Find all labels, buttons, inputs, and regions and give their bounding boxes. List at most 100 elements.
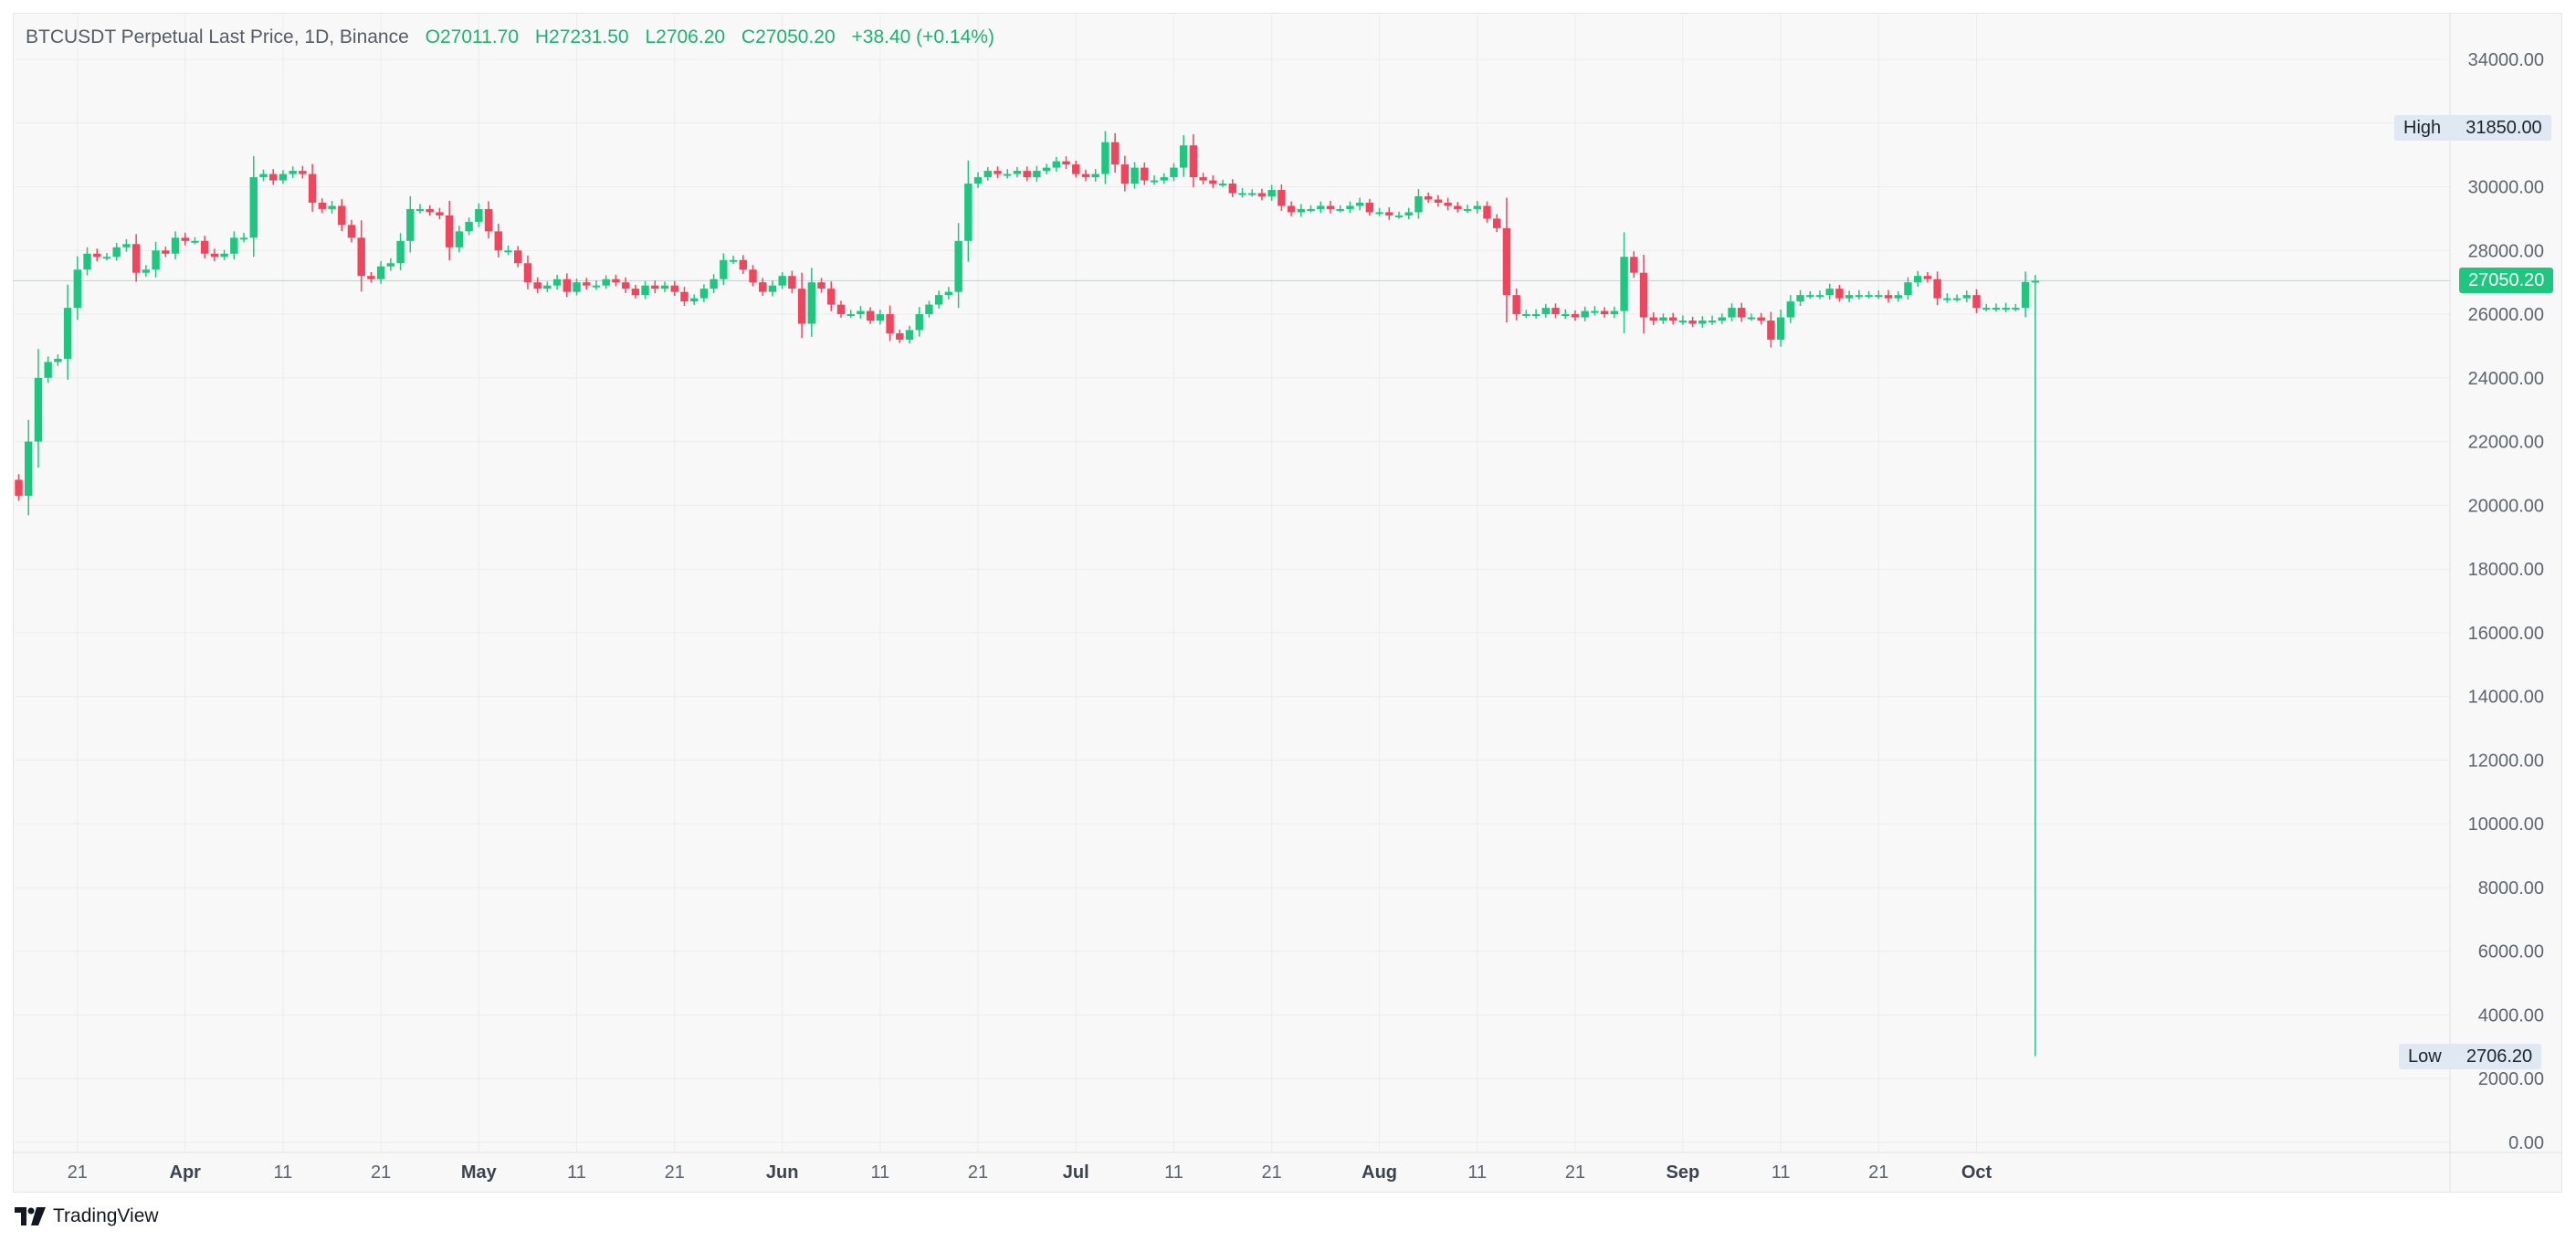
candle-up[interactable] [1943, 293, 1951, 303]
candle-up[interactable] [1855, 289, 1864, 300]
candle-down[interactable] [131, 234, 141, 282]
candle-up[interactable] [1541, 303, 1551, 318]
candle-down[interactable] [426, 205, 434, 216]
candle-up[interactable] [660, 281, 669, 292]
candle-up[interactable] [34, 349, 43, 468]
candle-down[interactable] [1277, 184, 1286, 211]
candle-up[interactable] [1728, 303, 1736, 321]
candle-down[interactable] [583, 278, 591, 289]
candle-up[interactable] [720, 253, 728, 286]
candle-up[interactable] [964, 160, 973, 262]
candle-down[interactable] [299, 165, 307, 179]
candle-down[interactable] [347, 219, 356, 243]
candle-down[interactable] [1228, 179, 1236, 197]
candle-up[interactable] [983, 166, 992, 181]
candle-up[interactable] [1130, 162, 1139, 189]
candle-down[interactable] [1120, 155, 1130, 192]
candle-down[interactable] [15, 474, 23, 501]
candle-down[interactable] [1668, 312, 1677, 325]
candle-down[interactable] [739, 255, 747, 275]
candle-down[interactable] [1209, 175, 1217, 188]
candle-down[interactable] [994, 166, 1002, 178]
candle-up[interactable] [2002, 302, 2010, 312]
candle-down[interactable] [269, 169, 278, 185]
candle-down[interactable] [357, 220, 365, 292]
candle-up[interactable] [386, 258, 395, 271]
candle-up[interactable] [259, 169, 268, 182]
candle-up[interactable] [1033, 165, 1041, 182]
candle-down[interactable] [680, 287, 689, 307]
candle-up[interactable] [249, 155, 258, 258]
candle-up[interactable] [543, 281, 552, 292]
candle-down[interactable] [1688, 316, 1697, 328]
candle-up[interactable] [1463, 205, 1472, 214]
candle-down[interactable] [484, 201, 493, 239]
candle-up[interactable] [1473, 201, 1481, 214]
candle-down[interactable] [1738, 302, 1746, 322]
candle-up[interactable] [846, 310, 855, 319]
candle-down[interactable] [1835, 284, 1844, 302]
candle-up[interactable] [376, 261, 385, 284]
candle-up[interactable] [592, 280, 601, 290]
candle-down[interactable] [523, 255, 532, 289]
candle-up[interactable] [954, 223, 962, 309]
candle-up[interactable] [1355, 197, 1364, 211]
candle-up[interactable] [876, 310, 885, 325]
candle-up[interactable] [152, 241, 160, 278]
candle-up[interactable] [552, 274, 562, 289]
candle-down[interactable] [1434, 195, 1443, 207]
candle-up[interactable] [63, 284, 72, 380]
candle-down[interactable] [1639, 255, 1648, 334]
candle-up[interactable] [415, 204, 425, 214]
candle-down[interactable] [1257, 188, 1267, 201]
candle-up[interactable] [1179, 135, 1188, 177]
candle-down[interactable] [896, 329, 904, 343]
candle-up[interactable] [73, 256, 82, 321]
candle-down[interactable] [308, 163, 317, 212]
candle-up[interactable] [1620, 232, 1628, 333]
candle-up[interactable] [973, 172, 983, 188]
candle-up[interactable] [1815, 290, 1824, 300]
candle-down[interactable] [1365, 198, 1374, 216]
candle-down[interactable] [1933, 271, 1941, 306]
candle-up[interactable] [1052, 156, 1061, 172]
candle-down[interactable] [1884, 289, 1893, 303]
candle-up[interactable] [689, 294, 699, 305]
candle-up[interactable] [465, 217, 473, 236]
candle-down[interactable] [817, 278, 825, 293]
candle-up[interactable] [54, 354, 62, 366]
candle-down[interactable] [759, 278, 767, 296]
candle-up[interactable] [1297, 204, 1306, 217]
candle-down[interactable] [788, 270, 796, 294]
candle-down[interactable] [1072, 160, 1080, 178]
candle-up[interactable] [122, 238, 131, 252]
candle-down[interactable] [436, 207, 444, 220]
candle-up[interactable] [220, 249, 228, 261]
candle-down[interactable] [494, 223, 502, 258]
candle-up[interactable] [1414, 189, 1423, 219]
candle-up[interactable] [1101, 131, 1109, 184]
candle-up[interactable] [2031, 275, 2040, 1057]
candle-up[interactable] [1718, 313, 1726, 324]
candle-down[interactable] [749, 265, 757, 287]
candle-down[interactable] [1199, 173, 1207, 184]
candle-up[interactable] [239, 232, 248, 243]
candle-up[interactable] [1845, 290, 1854, 302]
candle-up[interactable] [1317, 201, 1325, 214]
candle-up[interactable] [641, 280, 649, 300]
candle-up[interactable] [934, 290, 943, 309]
candle-down[interactable] [1326, 201, 1335, 214]
candle-up[interactable] [25, 419, 33, 516]
candle-up[interactable] [1042, 163, 1051, 174]
candle-down[interactable] [533, 277, 541, 294]
candle-up[interactable] [1894, 290, 1902, 302]
candle-down[interactable] [1385, 206, 1393, 220]
candle-down[interactable] [1424, 192, 1433, 204]
candle-down[interactable] [1062, 156, 1070, 170]
tradingview-footer[interactable]: TradingView [15, 1204, 159, 1229]
candle-down[interactable] [631, 284, 640, 299]
candle-down[interactable] [338, 199, 346, 231]
candle-up[interactable] [778, 272, 786, 289]
candle-up[interactable] [1004, 169, 1012, 179]
